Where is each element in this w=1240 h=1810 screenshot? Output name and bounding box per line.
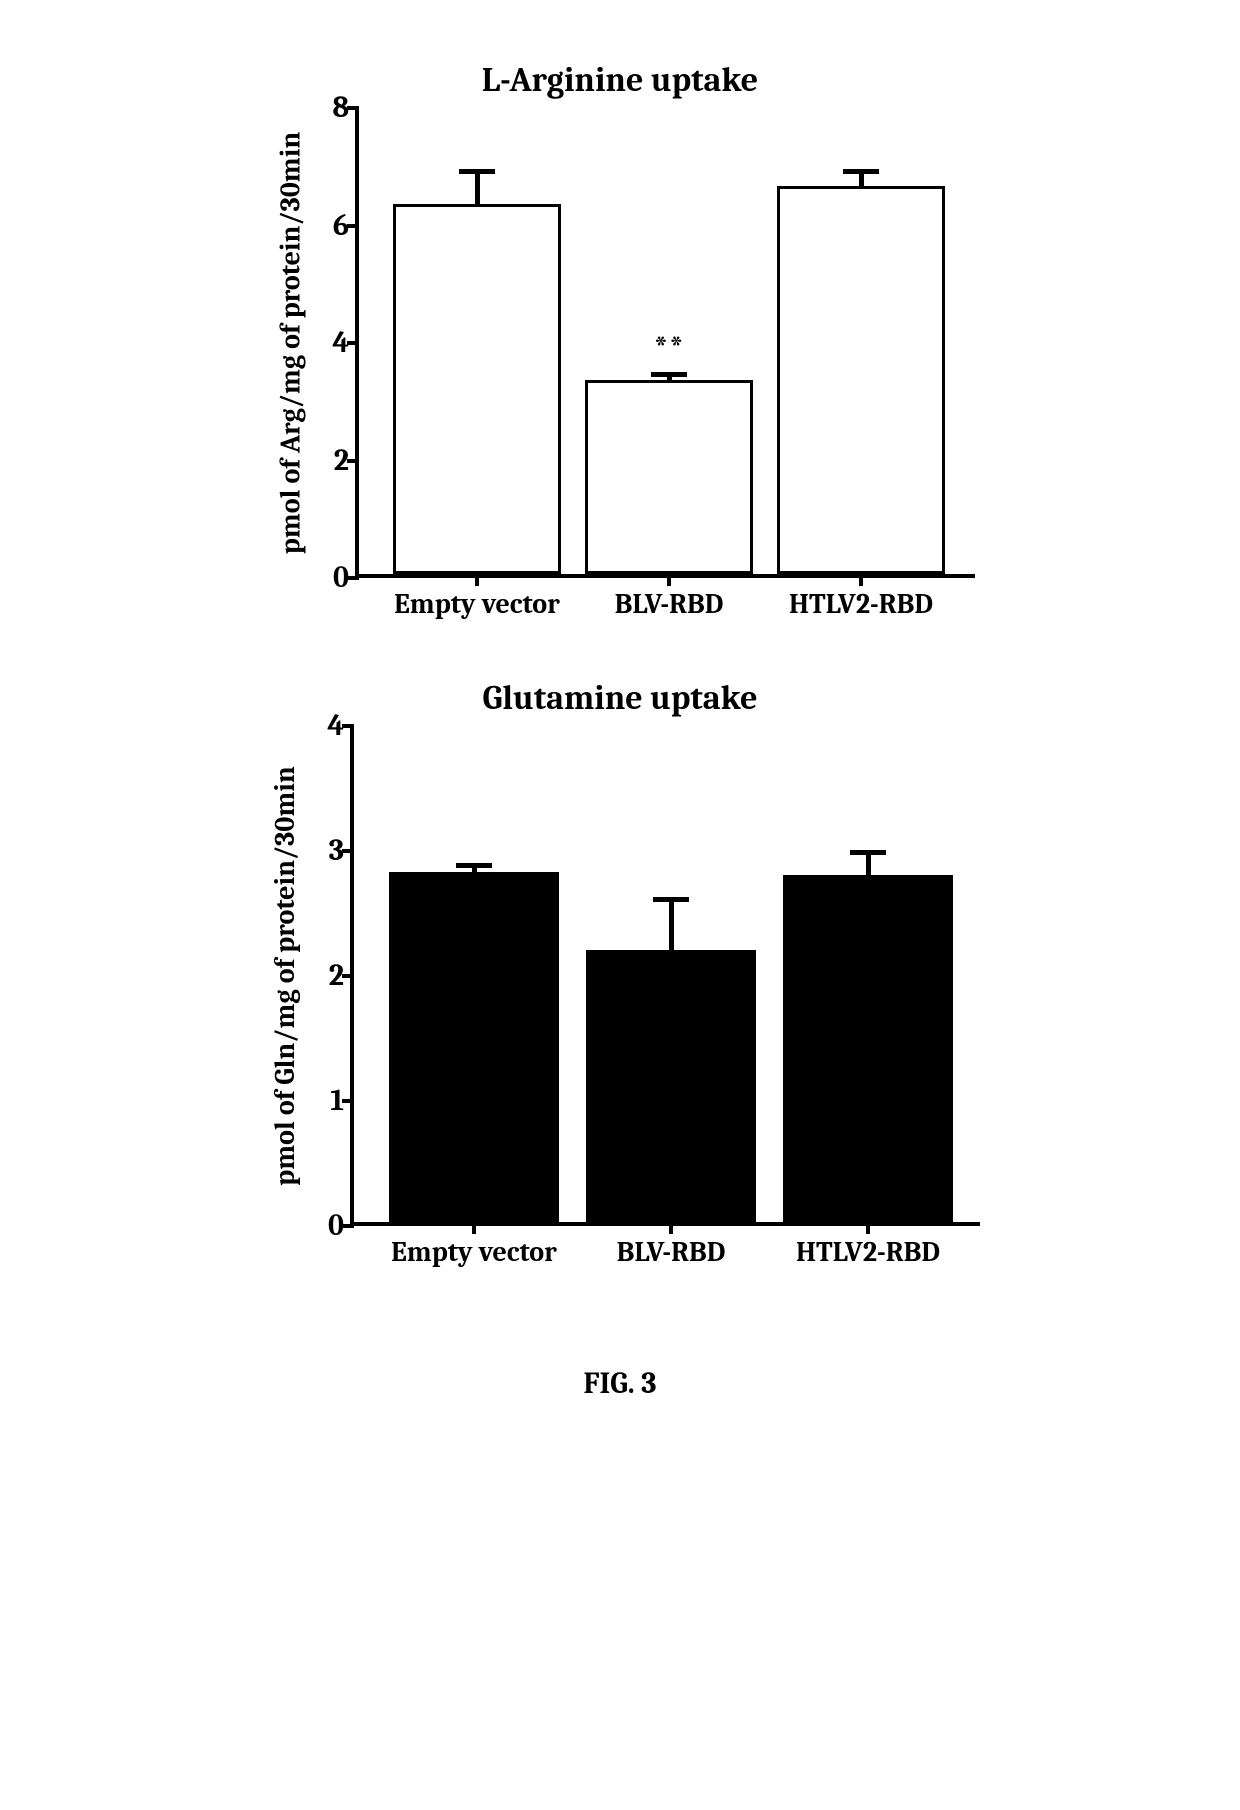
figure-caption: FIG. 3	[583, 1366, 656, 1401]
plot-area: Empty vectorBLV-RBDHTLV2-RBD	[350, 726, 980, 1226]
significance-label: **	[585, 328, 753, 368]
x-tick-mark	[667, 574, 671, 586]
error-bar-cap	[459, 169, 495, 174]
plot-area: Empty vectorBLV-RBDHTLV2-RBD **	[355, 108, 975, 578]
x-tick-mark	[866, 1222, 870, 1234]
x-tick-mark	[475, 574, 479, 586]
y-tick-mark	[342, 724, 354, 728]
bar-group	[586, 950, 756, 1223]
bar	[777, 186, 945, 574]
bar-group	[777, 186, 945, 574]
error-bar-line	[866, 852, 871, 875]
x-tick-label: BLV-RBD	[617, 1236, 726, 1268]
error-bar-cap	[651, 372, 687, 377]
bar	[389, 872, 559, 1222]
bar-group	[389, 872, 559, 1222]
chart-arginine: L-Arginine uptake pmol of Arg/mg of prot…	[265, 60, 975, 578]
error-bar-cap	[843, 169, 879, 174]
y-tick-mark	[342, 974, 354, 978]
error-bar-cap	[850, 850, 886, 855]
chart-title: L-Arginine uptake	[265, 60, 975, 100]
y-tick-mark	[342, 849, 354, 853]
bar	[393, 204, 561, 574]
bar	[585, 380, 753, 574]
y-tick-mark	[347, 106, 359, 110]
x-tick-label: Empty vector	[391, 1236, 557, 1268]
y-tick-mark	[347, 224, 359, 228]
y-tick-mark	[342, 1224, 354, 1228]
x-tick-label: HTLV2-RBD	[796, 1236, 940, 1268]
bar-group: **	[585, 380, 753, 574]
y-axis-label: pmol of Arg/mg of protein/30min	[274, 132, 306, 555]
error-bar-line	[669, 900, 674, 950]
x-tick-label: Empty vector	[394, 588, 560, 620]
plot-container: pmol of Gln/mg of protein/30min 01234 Em…	[260, 726, 980, 1226]
x-tick-mark	[472, 1222, 476, 1234]
error-bar-cap	[653, 897, 689, 902]
bar	[783, 875, 953, 1223]
bar-group	[393, 204, 561, 574]
y-tick-mark	[342, 1099, 354, 1103]
error-bar-line	[475, 172, 480, 204]
y-tick-mark	[347, 459, 359, 463]
bar	[586, 950, 756, 1223]
chart-glutamine: Glutamine uptake pmol of Gln/mg of prote…	[260, 678, 980, 1226]
y-tick-mark	[347, 576, 359, 580]
error-bar-cap	[456, 863, 492, 868]
x-tick-label: BLV-RBD	[615, 588, 724, 620]
bar-group	[783, 875, 953, 1223]
x-tick-mark	[669, 1222, 673, 1234]
chart-title: Glutamine uptake	[260, 678, 980, 718]
y-tick-mark	[347, 341, 359, 345]
y-axis-label: pmol of Gln/mg of protein/30min	[269, 766, 301, 1186]
plot-container: pmol of Arg/mg of protein/30min 02468 Em…	[265, 108, 975, 578]
figure-3: L-Arginine uptake pmol of Arg/mg of prot…	[180, 60, 1060, 1401]
x-tick-label: HTLV2-RBD	[789, 588, 933, 620]
x-tick-mark	[859, 574, 863, 586]
